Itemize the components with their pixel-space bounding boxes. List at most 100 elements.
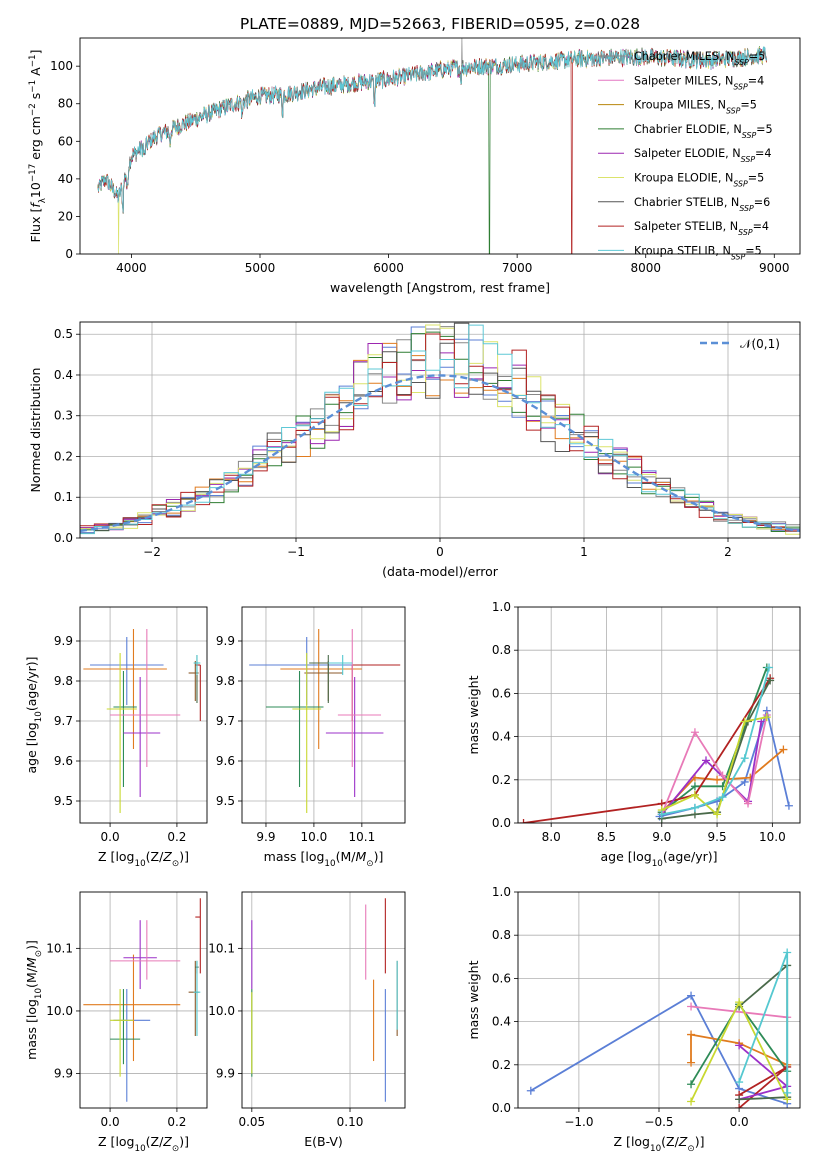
weight-line — [690, 1005, 788, 1019]
y-tick-label: 0.4 — [492, 1015, 511, 1029]
y-axis-label: mass weight — [466, 675, 481, 754]
y-tick-label: 10.0 — [208, 1004, 235, 1018]
y-tick-label: 0.2 — [54, 449, 73, 463]
y-tick-label: 40 — [58, 172, 73, 186]
errorbar-point — [265, 671, 324, 787]
x-tick-label: 10.1 — [348, 830, 375, 844]
plot-area — [80, 607, 207, 823]
y-tick-label: 9.9 — [216, 1067, 235, 1081]
errorbar-point — [195, 664, 201, 721]
errorbar-point — [195, 898, 201, 974]
plot-area — [242, 607, 405, 823]
x-tick-label: 0.2 — [167, 830, 186, 844]
weight-marker — [783, 948, 792, 957]
x-tick-label: −2 — [143, 545, 161, 559]
weight-line — [661, 748, 784, 813]
x-axis-label: wavelength [Angstrom, rest frame] — [330, 280, 550, 295]
y-tick-label: 100 — [50, 59, 73, 73]
weight-marker — [735, 998, 744, 1007]
weight-marker — [740, 777, 749, 786]
panel-z_mass: 0.0 0.2 9.9 10.0 10.1 Z [log10(Z/Z⊙)] mass [lo… — [24, 891, 208, 1154]
y-tick-label: 1.0 — [492, 885, 511, 899]
panel-weight_age: 8.0 8.5 9.0 9.5 10.0 0.0 0.2 0.4 0.6 0.8 1.0 age [l… — [466, 600, 801, 869]
weight-line — [661, 667, 770, 816]
x-tick-label: 8.5 — [597, 830, 616, 844]
axes-frame — [517, 891, 801, 1109]
weight-marker — [744, 799, 753, 808]
errorbar-point — [83, 629, 167, 749]
x-axis-label: age [log10(age/yr)] — [600, 849, 717, 869]
y-tick-label: 0.3 — [54, 409, 73, 423]
legend-label: Salpeter ELODIE, NSSP=4 — [634, 147, 772, 164]
y-axis-label: mass weight — [466, 960, 481, 1039]
errorbar-point — [110, 920, 181, 980]
weight-marker — [687, 1080, 696, 1089]
weight-marker — [740, 717, 749, 726]
y-tick-label: 9.5 — [216, 794, 235, 808]
y-tick-label: 9.9 — [216, 634, 235, 648]
weight-marker — [690, 803, 699, 812]
x-axis-label: mass [log10(M/M⊙)] — [264, 849, 384, 869]
x-tick-label: 9.0 — [652, 830, 671, 844]
y-axis-label: mass [log10(M/M⊙)] — [24, 940, 44, 1060]
panel-weight_z: −1.0 −0.5 0.0 0.0 0.2 0.4 0.6 0.8 1.0 Z [log10(Z/… — [466, 885, 801, 1154]
x-tick-label: 0.2 — [167, 1115, 186, 1129]
y-tick-label: 10.1 — [46, 941, 73, 955]
y-tick-label: 10.1 — [208, 941, 235, 955]
legend-label: Chabrier ELODIE, NSSP=5 — [634, 123, 773, 140]
legend-label: Kroupa ELODIE, NSSP=5 — [634, 172, 764, 189]
x-tick-label: 7000 — [502, 261, 533, 275]
legend-label: Chabrier MILES, NSSP=5 — [634, 50, 765, 67]
legend-label: Kroupa MILES, NSSP=5 — [634, 99, 757, 116]
x-tick-label: 0.0 — [730, 1115, 749, 1129]
y-tick-label: 0.6 — [492, 686, 511, 700]
x-tick-label: 5000 — [245, 261, 276, 275]
weight-marker — [526, 1086, 535, 1095]
weight-marker — [713, 775, 722, 784]
legend-label: Kroupa STELIB, NSSP=5 — [634, 244, 762, 261]
x-axis-label: E(B-V) — [304, 1134, 343, 1149]
x-tick-label: 0.0 — [101, 1115, 120, 1129]
errorbar-point — [309, 655, 338, 703]
weight-marker — [718, 793, 727, 802]
x-tick-label: 10.0 — [301, 830, 328, 844]
y-tick-label: 0.2 — [492, 773, 511, 787]
y-tick-label: 20 — [58, 209, 73, 223]
y-tick-label: 9.7 — [54, 714, 73, 728]
errorbar-point — [90, 637, 164, 705]
y-tick-label: 9.7 — [216, 714, 235, 728]
weight-marker — [713, 810, 722, 819]
y-tick-label: 0.1 — [54, 490, 73, 504]
x-tick-label: 0.10 — [337, 1115, 364, 1129]
x-axis-label: Z [log10(Z/Z⊙)] — [98, 1134, 189, 1154]
x-tick-label: 0.0 — [101, 830, 120, 844]
x-tick-label: −1 — [287, 545, 305, 559]
weight-marker — [735, 1104, 744, 1108]
y-tick-label: 0.0 — [492, 1101, 511, 1115]
y-tick-label: 0.5 — [54, 327, 73, 341]
y-tick-label: 9.6 — [54, 754, 73, 768]
legend-label: Salpeter STELIB, NSSP=4 — [634, 220, 769, 237]
panel-z_age: 0.0 0.2 9.5 9.6 9.7 9.8 9.9 Z [log10(Z/Z⊙)] age … — [24, 606, 208, 869]
spectrum-line — [97, 46, 767, 213]
axes-frame — [517, 606, 801, 824]
errorbar-point — [110, 989, 141, 1065]
weight-marker — [657, 810, 666, 819]
plot-area — [80, 892, 207, 1108]
y-tick-label: 60 — [58, 134, 73, 148]
y-tick-label: 0.6 — [492, 971, 511, 985]
x-tick-label: −1.0 — [564, 1115, 593, 1129]
x-tick-label: 10.0 — [759, 830, 786, 844]
y-tick-label: 0.0 — [492, 816, 511, 830]
x-tick-label: −0.5 — [644, 1115, 673, 1129]
x-axis-label: Z [log10(Z/Z⊙)] — [98, 849, 189, 869]
errorbar-point — [123, 920, 157, 990]
y-tick-label: 10.0 — [46, 1004, 73, 1018]
y-tick-label: 0.4 — [54, 368, 73, 382]
weight-marker — [702, 756, 710, 765]
axes-frame — [79, 891, 208, 1109]
errorbar-point — [351, 664, 401, 721]
errorbar-point — [328, 655, 353, 675]
plot-area — [97, 38, 767, 254]
